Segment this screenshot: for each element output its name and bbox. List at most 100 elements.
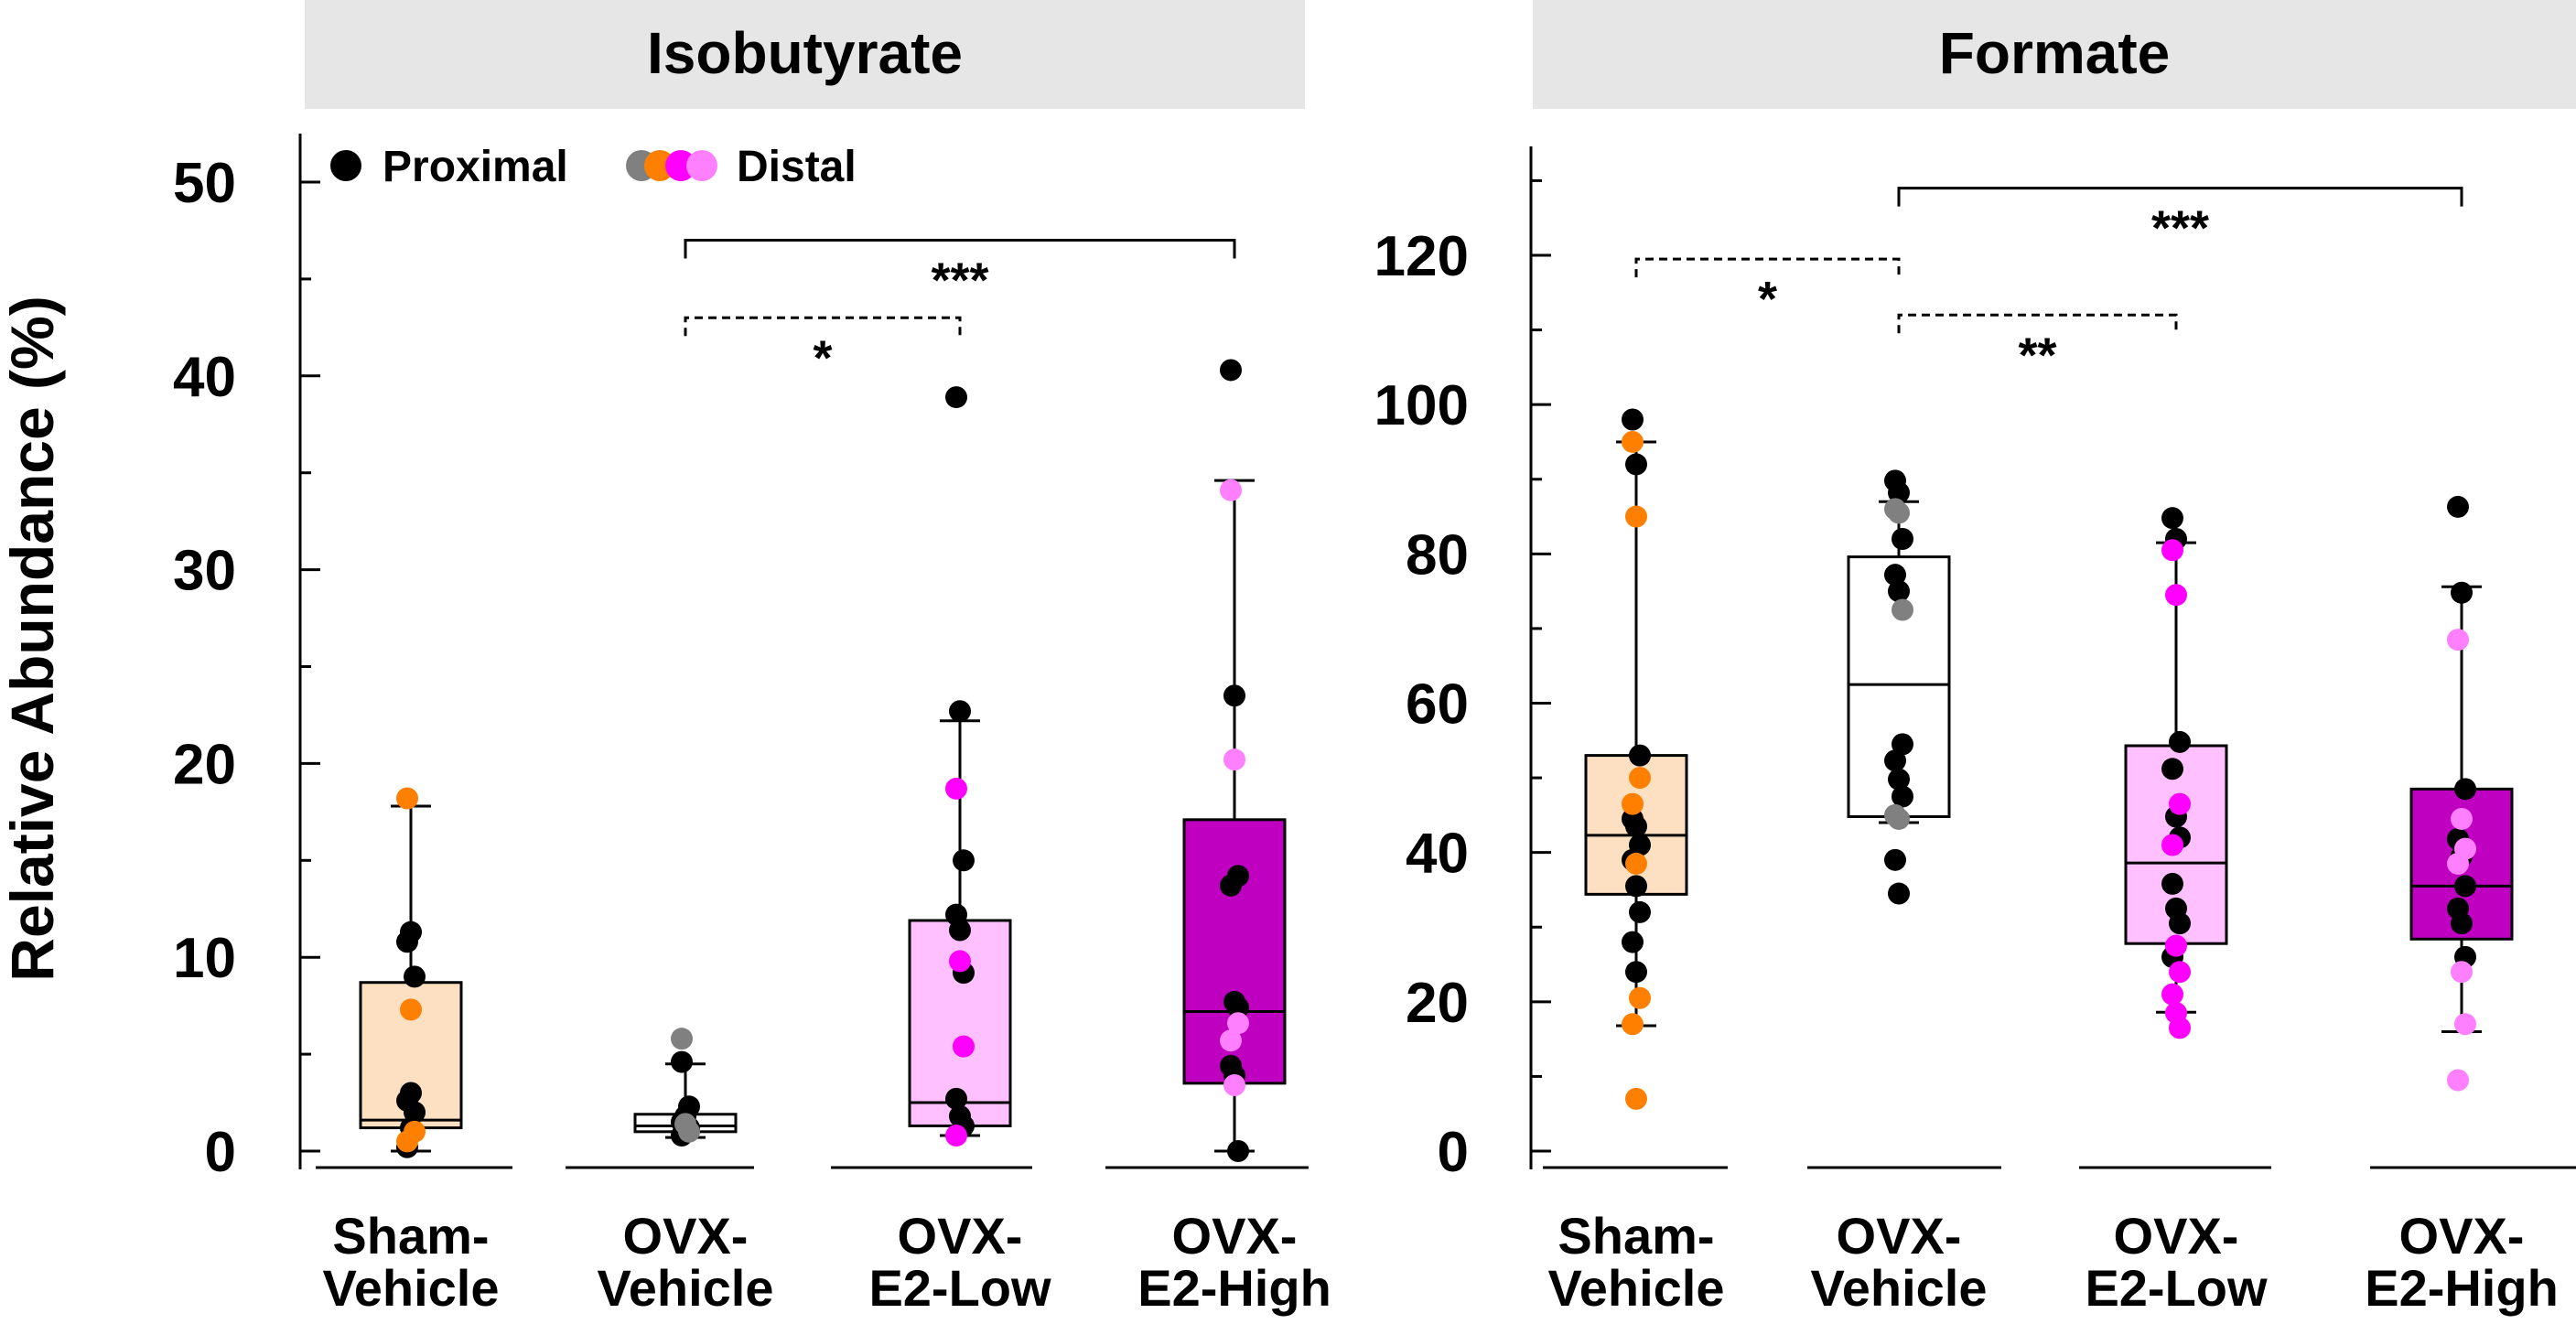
- point-proximal: [2451, 581, 2473, 604]
- box-group-ovx-e2-low: [908, 386, 1012, 1147]
- point-distal: [1227, 1012, 1249, 1035]
- significance-label: **: [2018, 328, 2056, 382]
- point-distal: [1622, 1013, 1644, 1036]
- point-distal: [1892, 598, 1913, 621]
- point-distal: [2165, 584, 2187, 607]
- point-distal: [2161, 834, 2183, 856]
- strip-background: [1533, 0, 2576, 109]
- y-tick-label: 30: [173, 540, 236, 603]
- significance-label: *: [813, 330, 832, 385]
- point-proximal: [1625, 875, 1647, 898]
- x-category-label: OVX-: [898, 1207, 1023, 1265]
- x-category-label: E2-Low: [2085, 1259, 2268, 1317]
- point-proximal: [400, 921, 422, 943]
- point-distal: [2161, 983, 2183, 1006]
- point-proximal: [2161, 758, 2183, 781]
- point-proximal: [953, 849, 975, 872]
- point-distal: [400, 998, 422, 1021]
- y-tick-label: 0: [205, 1121, 236, 1184]
- x-category-label: E2-Low: [868, 1259, 1051, 1317]
- significance-bracket: [1897, 187, 2463, 207]
- legend-distal-label: Distal: [737, 143, 857, 191]
- box-group-sham-vehicle: [359, 787, 463, 1158]
- point-proximal: [1884, 749, 1906, 772]
- y-tick-label: 10: [173, 927, 236, 990]
- y-tick-label: 40: [173, 346, 236, 409]
- panel-title: Isobutyrate: [647, 20, 963, 86]
- panel-isobutyrate: Isobutyrate01020304050Sham-VehicleOVX-Ve…: [173, 0, 1331, 1317]
- x-category-label: Sham-: [332, 1207, 489, 1265]
- point-distal: [1622, 430, 1644, 453]
- box-group-ovx-e2-low: [2124, 507, 2228, 1039]
- point-proximal: [400, 1082, 422, 1104]
- point-distal: [945, 777, 967, 800]
- point-distal: [1223, 748, 1245, 771]
- point-distal: [1622, 792, 1644, 815]
- x-category-label: Vehicle: [1547, 1259, 1724, 1317]
- significance-bracket: [1897, 313, 2178, 334]
- point-proximal: [1888, 580, 1910, 603]
- point-proximal: [1227, 1140, 1249, 1162]
- point-distal: [2169, 792, 2191, 815]
- point-distal: [1625, 852, 1647, 875]
- strip-background: [305, 0, 1305, 109]
- point-proximal: [949, 700, 971, 723]
- point-proximal: [1625, 961, 1647, 984]
- point-distal: [1629, 986, 1651, 1009]
- point-proximal: [1622, 408, 1644, 431]
- point-proximal: [2451, 912, 2473, 935]
- box-group-ovx-vehicle: [1847, 469, 1951, 905]
- x-category-label: OVX-: [623, 1207, 749, 1265]
- box-group-sham-vehicle: [1584, 408, 1688, 1110]
- x-category-label: Sham-: [1557, 1207, 1714, 1265]
- y-tick-label: 120: [1374, 225, 1469, 288]
- point-distal: [2447, 629, 2469, 651]
- point-proximal: [1629, 900, 1651, 923]
- y-tick-label: 20: [1406, 972, 1469, 1035]
- point-distal: [1625, 505, 1647, 528]
- point-proximal: [2454, 875, 2476, 898]
- y-tick-label: 60: [1406, 673, 1469, 737]
- point-distal: [1220, 1029, 1242, 1052]
- box-group-ovx-e2-high: [2409, 495, 2514, 1092]
- box-group-ovx-vehicle: [633, 1028, 738, 1147]
- point-distal: [2169, 1017, 2191, 1039]
- significance-label: ***: [931, 253, 988, 308]
- point-distal: [949, 950, 971, 973]
- point-proximal: [1227, 996, 1249, 1019]
- point-distal: [2447, 1069, 2469, 1092]
- point-proximal: [1625, 453, 1647, 476]
- legend-proximal-label: Proximal: [383, 143, 568, 191]
- point-distal: [1629, 767, 1651, 790]
- point-distal: [1223, 1073, 1245, 1096]
- x-category-label: OVX-: [2114, 1207, 2239, 1265]
- point-distal: [396, 787, 418, 810]
- box-group-ovx-e2-high: [1182, 359, 1287, 1162]
- x-category-label: Vehicle: [1810, 1259, 1987, 1317]
- point-proximal: [1892, 528, 1913, 551]
- y-tick-label: 20: [173, 733, 236, 796]
- point-distal: [1888, 501, 1910, 524]
- significance-label: ***: [2151, 201, 2209, 256]
- point-proximal: [2447, 495, 2469, 518]
- point-proximal: [1625, 815, 1647, 838]
- point-proximal: [1629, 744, 1651, 767]
- point-distal: [1888, 807, 1910, 830]
- point-distal: [396, 1130, 418, 1153]
- y-tick-label: 50: [173, 152, 236, 215]
- legend: Proximal Distal: [330, 143, 857, 191]
- point-proximal: [2169, 912, 2191, 935]
- point-distal: [2454, 1013, 2476, 1036]
- point-proximal: [1888, 768, 1910, 791]
- point-proximal: [1220, 874, 1242, 897]
- significance-bracket: [1634, 257, 1901, 278]
- x-category-label: Vehicle: [597, 1259, 773, 1317]
- x-category-label: OVX-: [1837, 1207, 1962, 1265]
- point-proximal: [678, 1095, 700, 1118]
- point-proximal: [945, 1087, 967, 1110]
- point-distal: [2451, 807, 2473, 830]
- point-distal: [945, 1125, 967, 1147]
- legend-distal-marker-pink: [686, 150, 717, 181]
- point-proximal: [1884, 564, 1906, 587]
